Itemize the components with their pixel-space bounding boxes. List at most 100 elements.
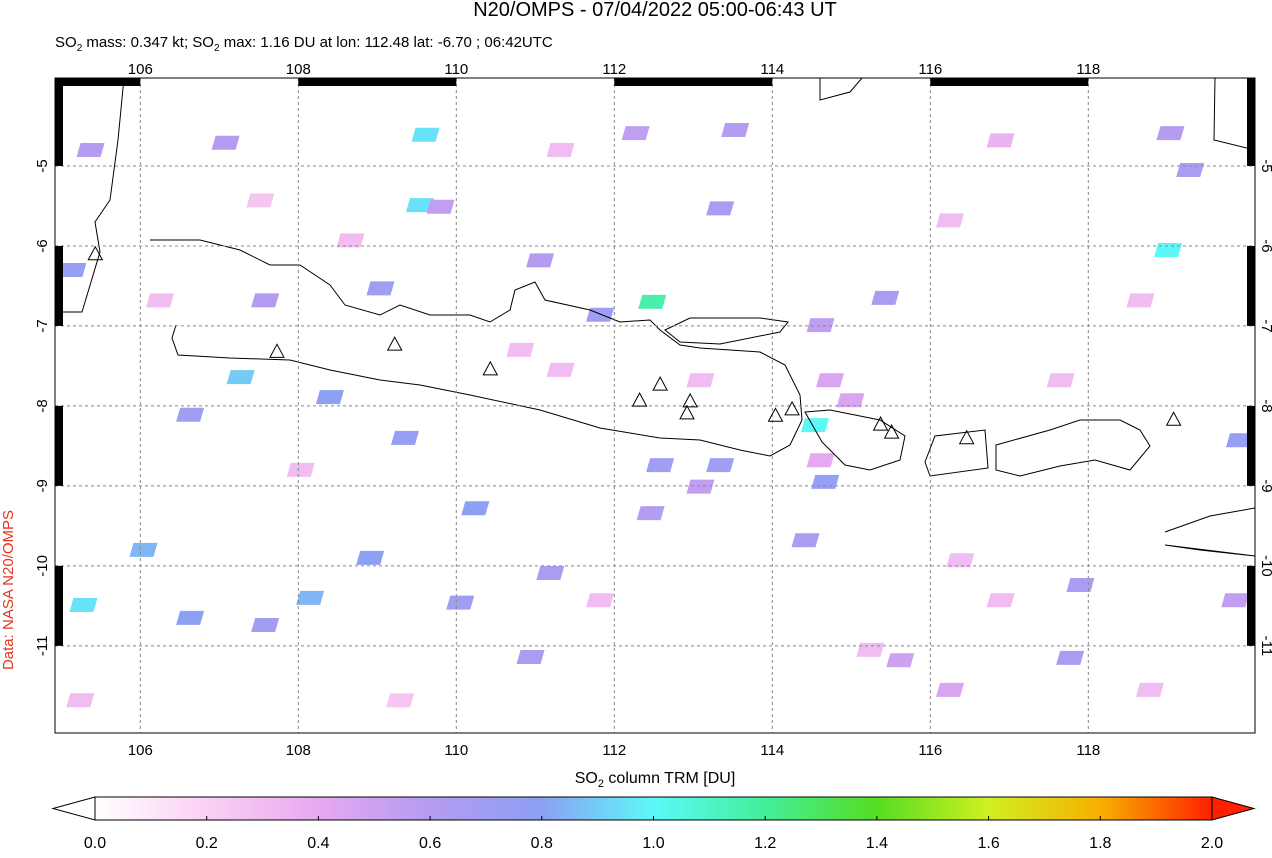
title: N20/OMPS - 07/04/2022 05:00-06:43 UT bbox=[473, 0, 837, 21]
volcano-marker bbox=[784, 400, 800, 416]
subtitle-part: SO bbox=[55, 34, 77, 51]
colorbar-tick-label: 0.0 bbox=[84, 835, 106, 852]
x-tick-label-bottom: 112 bbox=[602, 742, 626, 759]
frame-bar bbox=[298, 78, 457, 86]
y-tick-label-right: -6 bbox=[1258, 239, 1272, 252]
coastline bbox=[995, 419, 1151, 477]
y-tick-label-right: -11 bbox=[1258, 636, 1272, 657]
volcano-marker bbox=[1165, 411, 1182, 426]
y-tick-label-left: -10 bbox=[34, 555, 51, 577]
x-tick-label-bottom: 108 bbox=[286, 742, 311, 759]
pixel-layer bbox=[58, 122, 1254, 708]
so2-pixel bbox=[446, 595, 475, 610]
so2-pixel bbox=[636, 506, 665, 521]
x-tick-label-top: 110 bbox=[444, 61, 468, 78]
so2-pixel bbox=[390, 430, 419, 445]
colorbar-tick-label: 0.2 bbox=[196, 835, 218, 852]
subtitle: SO2 mass: 0.347 kt; SO2 max: 1.16 DU at … bbox=[55, 34, 553, 54]
coastline bbox=[150, 239, 803, 457]
volcano-marker bbox=[386, 336, 403, 351]
x-tick-label-bottom: 118 bbox=[1076, 742, 1100, 759]
colorbar-high-end bbox=[1211, 796, 1256, 821]
so2-pixel bbox=[800, 418, 829, 433]
so2-pixel bbox=[586, 593, 615, 608]
coastline bbox=[1213, 78, 1255, 151]
so2-pixel bbox=[1176, 162, 1205, 177]
so2-pixel bbox=[706, 458, 735, 473]
frame-bar bbox=[55, 565, 63, 646]
so2-pixel bbox=[986, 593, 1015, 608]
coastline bbox=[804, 409, 906, 471]
volcano-marker bbox=[767, 407, 784, 422]
x-tick-label-top: 118 bbox=[1076, 61, 1100, 78]
y-tick-label-right: -5 bbox=[1258, 159, 1272, 172]
so2-pixel bbox=[811, 474, 840, 489]
so2-pixel bbox=[176, 407, 205, 422]
subtitle-part: mass: 0.347 kt; SO bbox=[82, 34, 214, 51]
volcano-marker bbox=[652, 376, 668, 391]
so2-pixel bbox=[251, 293, 280, 308]
so2-pixel bbox=[686, 479, 715, 494]
frame-bar bbox=[55, 245, 63, 326]
so2-pixel bbox=[1135, 682, 1164, 697]
coastline bbox=[55, 78, 125, 313]
colorbar-label-part: 2 bbox=[598, 778, 604, 790]
coastline bbox=[924, 429, 989, 477]
colorbar-label: SO2 column TRM [DU] bbox=[575, 770, 736, 790]
y-tick-label-right: -10 bbox=[1258, 555, 1272, 577]
x-tick-label-bottom: 106 bbox=[128, 742, 153, 759]
so2-pixel bbox=[1046, 373, 1075, 388]
colorbar-tick-label: 0.8 bbox=[531, 835, 553, 852]
x-tick-label-top: 114 bbox=[760, 61, 784, 78]
so2-pixel bbox=[506, 342, 535, 357]
so2-pixel bbox=[526, 253, 555, 268]
so2-pixel bbox=[226, 370, 255, 385]
colorbar-tick-label: 0.6 bbox=[419, 835, 441, 852]
x-tick-label-top: 106 bbox=[128, 61, 153, 78]
volcano-marker bbox=[87, 245, 104, 261]
x-tick-label-top: 112 bbox=[602, 61, 626, 78]
so2-pixel bbox=[76, 142, 105, 157]
so2-pixel bbox=[516, 650, 545, 665]
coastline bbox=[664, 317, 789, 345]
so2-pixel bbox=[621, 126, 650, 141]
so2-pixel bbox=[286, 462, 315, 477]
volcano-marker bbox=[958, 429, 975, 445]
so2-pixel bbox=[176, 610, 205, 625]
so2-pixel bbox=[366, 281, 395, 296]
side-label: Data: NASA N20/OMPS bbox=[0, 510, 17, 670]
colorbar-label-part: column TRM [DU] bbox=[604, 770, 735, 787]
colorbar-label-part: SO bbox=[575, 770, 598, 787]
so2-pixel bbox=[69, 598, 98, 613]
y-tick-label-right: -9 bbox=[1258, 479, 1272, 492]
so2-pixel bbox=[356, 550, 385, 565]
frame-bar bbox=[1247, 245, 1255, 326]
so2-pixel bbox=[461, 501, 490, 516]
volcano-marker bbox=[883, 424, 900, 439]
x-tick-label-top: 108 bbox=[286, 61, 311, 78]
volcano-marker bbox=[682, 392, 698, 408]
so2-pixel bbox=[211, 135, 240, 150]
so2-pixel bbox=[1154, 242, 1183, 257]
coastline bbox=[819, 78, 863, 101]
so2-pixel bbox=[405, 198, 434, 213]
y-tick-label-left: -7 bbox=[34, 319, 51, 332]
so2-pixel bbox=[806, 453, 835, 468]
frame-bar bbox=[55, 78, 63, 166]
frame-bar bbox=[930, 78, 1089, 86]
so2-pixel bbox=[706, 201, 735, 216]
so2-pixel bbox=[1221, 593, 1250, 608]
so2-pixel bbox=[546, 362, 575, 377]
y-tick-label-left: -8 bbox=[34, 399, 51, 412]
x-tick-label-top: 116 bbox=[918, 61, 942, 78]
so2-pixel bbox=[66, 693, 95, 708]
frame-bar bbox=[55, 78, 141, 86]
so2-pixel bbox=[296, 590, 325, 605]
so2-pixel bbox=[856, 642, 885, 657]
colorbar-tick-label: 1.0 bbox=[642, 835, 664, 852]
so2-pixel bbox=[1056, 650, 1085, 665]
volcano-marker bbox=[872, 416, 889, 431]
so2-pixel bbox=[936, 213, 965, 228]
so2-pixel bbox=[1066, 578, 1095, 593]
so2-pixel bbox=[646, 458, 675, 473]
